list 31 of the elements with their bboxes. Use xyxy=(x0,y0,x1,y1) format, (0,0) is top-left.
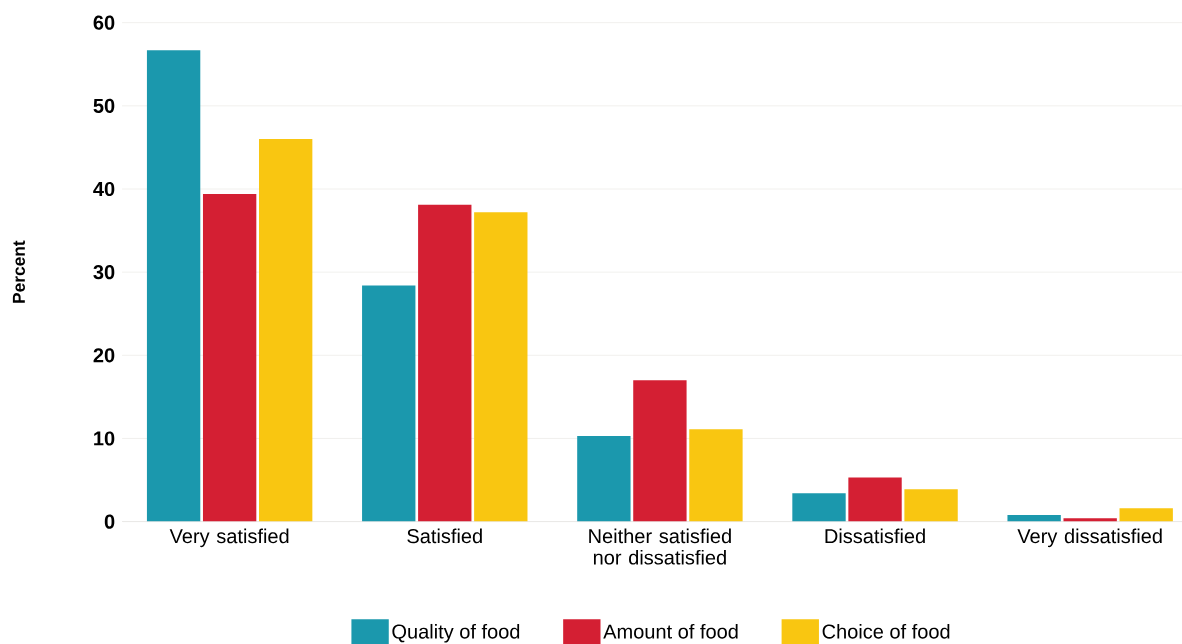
bar xyxy=(633,380,687,522)
bar xyxy=(689,429,743,522)
x-tick-label: Very dissatisfied xyxy=(1017,528,1162,548)
bar xyxy=(418,204,472,522)
bar xyxy=(1063,518,1117,522)
y-tick-label: 40 xyxy=(93,181,115,196)
y-tick-label: 10 xyxy=(94,431,115,446)
y-tick-label: 20 xyxy=(93,348,115,363)
y-axis-title: Percent xyxy=(12,240,25,303)
x-tick-label: Very satisfied xyxy=(169,528,289,548)
bar xyxy=(474,212,528,522)
bar xyxy=(848,477,902,522)
bar xyxy=(362,285,416,522)
bar xyxy=(202,193,257,522)
x-tick-label: Neither satisfied nor dissatisfied xyxy=(589,528,731,565)
bar xyxy=(146,49,201,522)
bar xyxy=(792,493,846,522)
bar xyxy=(1119,508,1173,522)
bar xyxy=(1007,514,1061,522)
y-tick-label: 30 xyxy=(93,264,115,280)
legend-label: Choice of food xyxy=(822,623,950,639)
y-tick-label: 60 xyxy=(93,15,115,30)
legend-label: Amount of food xyxy=(603,623,738,639)
x-tick-label: Satisfied xyxy=(407,528,482,544)
x-tick-label: Dissatisfied xyxy=(825,528,925,544)
bar xyxy=(258,138,313,522)
legend-label: Quality of food xyxy=(392,623,520,643)
bar xyxy=(577,435,631,522)
y-tick-label: 0 xyxy=(104,514,115,529)
y-tick-label: 50 xyxy=(93,98,115,113)
bar xyxy=(904,489,958,522)
